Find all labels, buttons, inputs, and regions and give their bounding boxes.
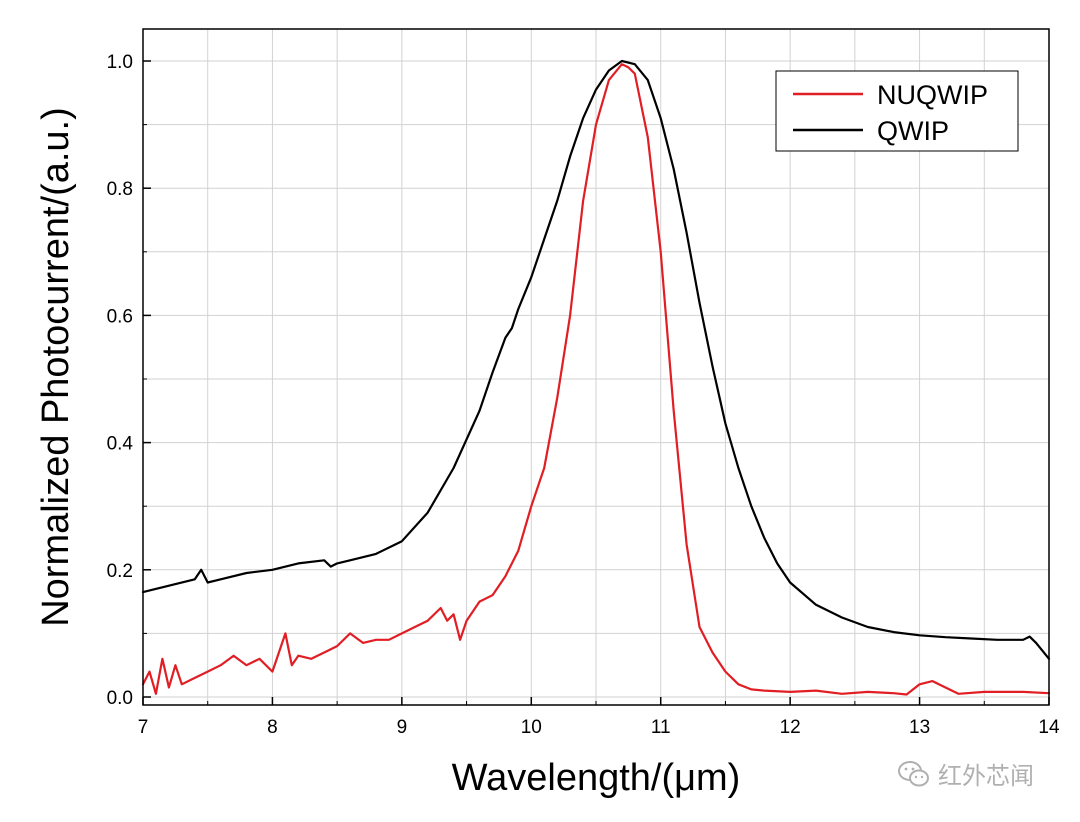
y-tick-label: 0.6	[107, 306, 133, 327]
y-tick-label: 0.8	[107, 179, 133, 200]
x-tick-label: 14	[1038, 717, 1060, 738]
x-tick-label: 12	[780, 717, 801, 738]
y-tick-label: 0.0	[107, 688, 133, 709]
y-axis-title: Normalized Photocurrent/(a.u.)	[35, 107, 77, 627]
ticks: 7 8 9 10 11 12 13 14 0.0 0.2 0.4 0.6 0.8 1.0	[107, 52, 1060, 738]
x-tick-label: 8	[267, 717, 278, 738]
wechat-icon	[898, 760, 929, 786]
legend-box	[775, 70, 1019, 152]
legend: NUQWIP QWIP	[775, 70, 1019, 152]
legend-label-nuqwip: NUQWIP	[877, 80, 988, 110]
legend-label-qwip: QWIP	[877, 116, 949, 146]
watermark-text: 红外芯闻	[938, 762, 1034, 790]
x-tick-label: 7	[138, 717, 149, 738]
x-tick-label: 11	[651, 717, 671, 738]
y-tick-label: 1.0	[107, 52, 133, 73]
y-tick-label: 0.4	[107, 434, 134, 455]
watermark: 红外芯闻	[898, 756, 1034, 791]
x-tick-label: 9	[397, 717, 408, 738]
series-line-qwip	[141, 59, 1051, 660]
x-tick-label: 13	[909, 717, 930, 738]
series-layer	[141, 59, 1051, 696]
y-tick-label: 0.2	[107, 561, 133, 582]
x-tick-label: 10	[521, 717, 542, 738]
x-axis-title: Wavelength/(μm)	[452, 757, 741, 799]
series-line-nuqwip	[141, 63, 1051, 696]
